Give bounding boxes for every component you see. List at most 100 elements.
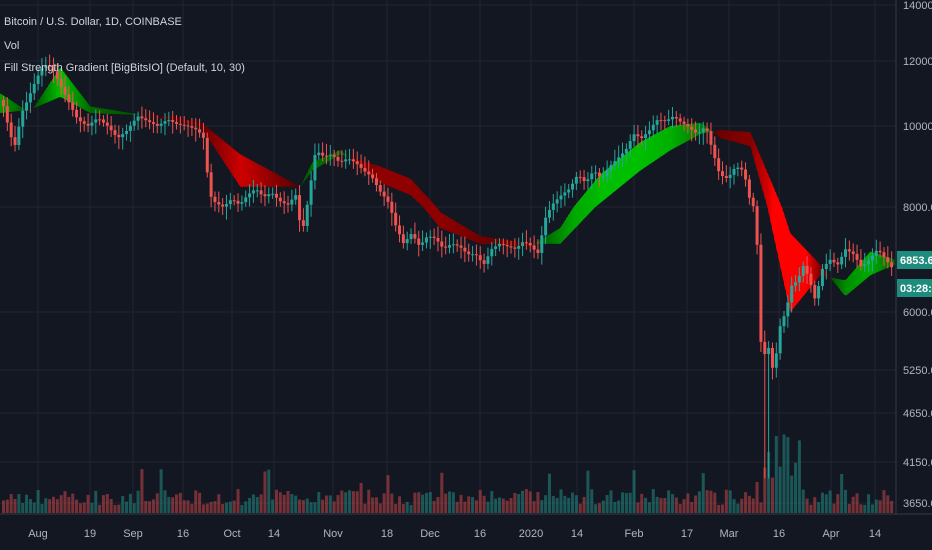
candle-body xyxy=(571,183,575,190)
volume-bar xyxy=(647,502,651,513)
fill-segment xyxy=(254,161,257,187)
candle-body xyxy=(317,152,321,156)
volume-bar xyxy=(524,489,528,513)
fill-segment xyxy=(170,116,173,120)
candle-body xyxy=(48,65,52,67)
fill-segment xyxy=(814,258,817,283)
fill-segment xyxy=(300,182,303,187)
volume-bar xyxy=(878,500,882,513)
fill-segment xyxy=(880,254,883,271)
volume-bar xyxy=(832,503,836,513)
fill-segment xyxy=(722,130,725,140)
candle-body xyxy=(105,122,109,126)
volume-bar xyxy=(440,472,444,513)
candle-body xyxy=(463,247,467,252)
candle-body xyxy=(790,285,794,303)
candle-body xyxy=(740,167,744,170)
volume-bar xyxy=(159,469,163,513)
fill-segment xyxy=(640,141,643,171)
candle-body xyxy=(786,302,790,317)
volume-legend[interactable]: Vol xyxy=(4,40,20,52)
volume-bar xyxy=(36,490,40,513)
volume-bar xyxy=(367,489,371,513)
fill-segment xyxy=(362,161,365,170)
fill-segment xyxy=(92,106,95,114)
volume-bar xyxy=(763,467,767,513)
volume-bar xyxy=(313,502,317,513)
volume-bar xyxy=(436,497,440,513)
candle-body xyxy=(255,190,259,192)
volume-bar xyxy=(217,494,221,513)
time-axis-tick-label: 19 xyxy=(84,528,96,540)
candle-body xyxy=(17,126,21,145)
volume-bar xyxy=(874,499,878,513)
volume-bar xyxy=(290,494,294,513)
candle-body xyxy=(309,180,313,205)
volume-bar xyxy=(547,473,551,513)
candle-body xyxy=(651,124,655,131)
candle-body xyxy=(851,251,855,254)
candle-body xyxy=(5,106,9,123)
time-axis-tick-label: Feb xyxy=(625,528,644,540)
candle-body xyxy=(886,257,890,263)
candle-body xyxy=(709,131,713,145)
fill-segment xyxy=(232,147,235,178)
fill-segment xyxy=(86,101,89,112)
candle-body xyxy=(163,121,167,124)
candle-body xyxy=(794,282,798,286)
volume-bar xyxy=(605,495,609,513)
fill-segment xyxy=(612,163,615,194)
fill-segment xyxy=(838,279,841,290)
fill-segment xyxy=(446,215,449,232)
volume-bar xyxy=(840,473,844,513)
fill-segment xyxy=(486,236,489,245)
fill-segment xyxy=(112,110,115,114)
price-axis[interactable]: 3650.00 4150.00 4650.00 5250.00 6000.00 8000.… xyxy=(903,0,932,510)
candle-body xyxy=(774,353,778,368)
candle-body xyxy=(40,67,44,76)
fill-segment xyxy=(228,144,231,172)
indicator-legend[interactable]: Fill Strength Gradient [BigBitsIO] (Defa… xyxy=(4,62,245,74)
candle-body xyxy=(286,203,290,205)
volume-bar xyxy=(413,492,417,513)
volume-bar xyxy=(621,492,625,513)
volume-bar xyxy=(563,495,567,513)
candles xyxy=(2,54,894,479)
symbol-legend[interactable]: Bitcoin / U.S. Dollar, 1D, COINBASE xyxy=(4,16,182,28)
volume-bar xyxy=(309,502,313,513)
fill-segment xyxy=(404,176,407,194)
candle-body xyxy=(478,255,482,261)
fill-segment xyxy=(842,279,845,295)
fill-segment xyxy=(276,173,279,187)
volume-bar xyxy=(574,495,578,513)
volume-bar xyxy=(75,499,79,513)
candle-body xyxy=(867,260,871,265)
candle-body xyxy=(874,250,878,256)
candle-body xyxy=(836,262,840,265)
fill-segment xyxy=(832,277,835,283)
candle-body xyxy=(321,152,325,156)
fill-segment xyxy=(298,185,301,187)
fill-segment xyxy=(442,213,445,230)
fill-segment xyxy=(482,236,485,244)
fill-segment xyxy=(126,112,129,115)
fill-segment xyxy=(408,177,411,195)
candle-body xyxy=(417,238,421,245)
volume-bar xyxy=(709,490,713,513)
fill-segment xyxy=(676,125,679,148)
volume-bar xyxy=(255,497,259,513)
fill-segment xyxy=(546,235,549,244)
volume-bar xyxy=(778,466,782,513)
fill-segment xyxy=(440,212,443,229)
volume-bar xyxy=(486,501,490,513)
time-axis[interactable]: Aug 19 Sep 16 Oct 14 Nov 18 Dec 16 2020 14 Feb 17 Mar 1… xyxy=(28,528,881,540)
candle-body xyxy=(324,155,328,157)
fill-segment xyxy=(776,193,779,257)
fill-segment xyxy=(566,215,569,238)
volume-bar xyxy=(532,501,536,513)
fill-segment xyxy=(250,159,253,187)
fill-segment xyxy=(714,130,717,135)
fill-segment xyxy=(784,214,787,294)
volume-bar xyxy=(690,502,694,513)
